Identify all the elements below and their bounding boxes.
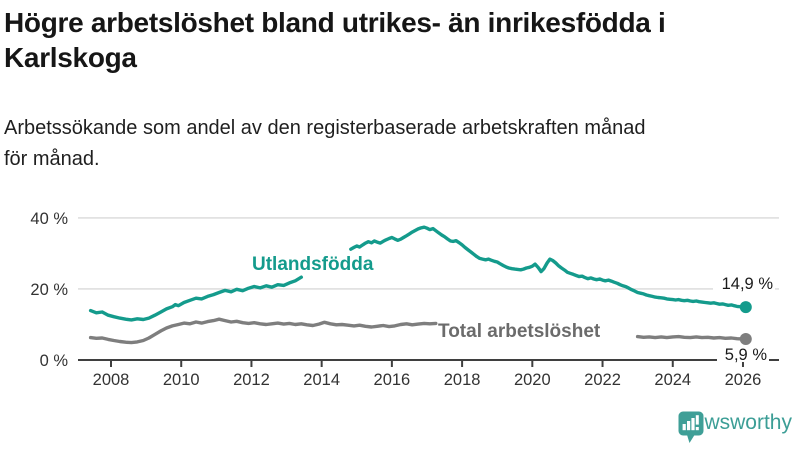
x-axis-label: 2018: [444, 371, 481, 389]
x-axis-label: 2024: [654, 371, 691, 389]
title-line-2: Karlskoga: [4, 42, 137, 74]
subtitle-line-1: Arbetssökande som andel av den registerb…: [4, 117, 646, 139]
series-label-total: Total arbetslöshet: [438, 321, 601, 342]
series-line-total: [635, 334, 748, 341]
y-axis-label: 40 %: [30, 210, 68, 228]
x-axis-label: 2020: [514, 371, 551, 389]
brand-name: Newsworthy: [677, 411, 792, 434]
bar-chart-speech-bubble-icon: [678, 411, 704, 443]
series-end-dot-total: [739, 333, 752, 346]
page-title: Högre arbetslöshet bland utrikes- än inr…: [4, 5, 796, 76]
x-axis-label: 2026: [725, 371, 762, 389]
x-axis-label: 2012: [233, 371, 270, 389]
newsworthy-logo[interactable]: Newsworthy: [677, 411, 792, 443]
x-axis-label: 2008: [93, 371, 130, 389]
x-axis-label: 2022: [584, 371, 621, 389]
title-line-1: Högre arbetslöshet bland utrikes- än inr…: [4, 7, 666, 38]
series-end-dot-utlandsfodda: [739, 301, 752, 314]
x-axis-label: 2016: [374, 371, 411, 389]
subtitle-line-2: för månad.: [4, 148, 100, 170]
y-axis-label: 20 %: [30, 281, 68, 299]
end-value-label-utlandsfodda: 14,9 %: [722, 275, 774, 293]
x-axis-label: 2014: [303, 371, 340, 389]
chart-subtitle: Arbetssökande som andel av den registerb…: [4, 113, 796, 175]
series-line-utlandsfodda: [88, 275, 303, 322]
series-line-total: [88, 317, 438, 345]
series-line-utlandsfodda: [349, 225, 748, 309]
end-label-bg-utlandsfodda: [713, 273, 775, 291]
end-label-bg-total: [717, 346, 769, 362]
end-value-label-total: 5,9 %: [725, 346, 768, 364]
x-axis-label: 2010: [163, 371, 200, 389]
y-axis-label: 0 %: [40, 352, 69, 370]
series-label-utlandsfodda: Utlandsfödda: [252, 254, 374, 275]
